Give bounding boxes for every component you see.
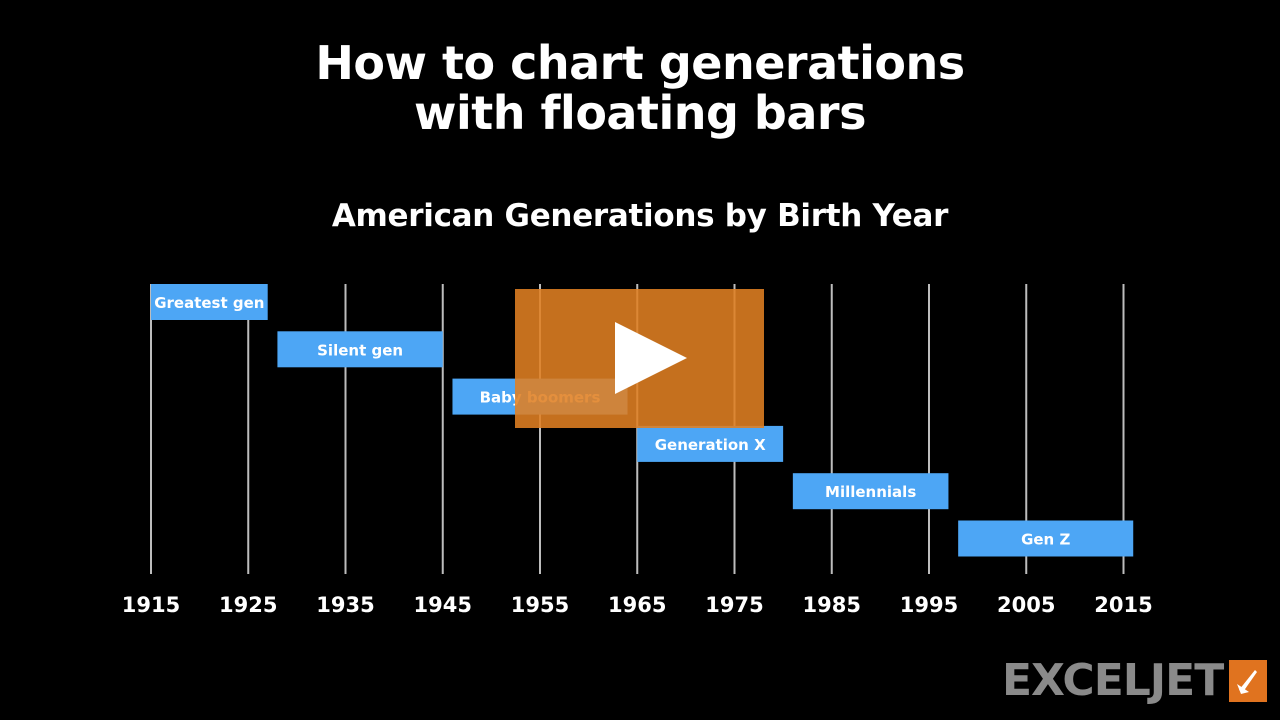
bar-millennials [792, 473, 949, 510]
x-tick-label-1915: 1915 [122, 593, 180, 617]
bar-gen-z [958, 520, 1134, 557]
x-tick-label-1935: 1935 [316, 593, 374, 617]
page-title-line1: How to chart generations [315, 36, 965, 90]
x-tick-label-1955: 1955 [511, 593, 569, 617]
bar-label-millennials: Millennials [825, 483, 916, 501]
exceljet-logo: EXCELJET [1002, 655, 1268, 706]
x-tick-label-1995: 1995 [900, 593, 958, 617]
x-tick-label-1945: 1945 [414, 593, 472, 617]
logo-mark-icon [1229, 660, 1268, 702]
x-tick-label-1975: 1975 [705, 593, 763, 617]
x-tick-label-1985: 1985 [803, 593, 861, 617]
bar-label-generation-x: Generation X [655, 436, 766, 454]
bar-generation-x [637, 425, 784, 462]
video-play-button[interactable] [515, 289, 764, 428]
x-tick-label-1965: 1965 [608, 593, 666, 617]
bar-label-greatest-gen: Greatest gen [154, 294, 264, 312]
bar-greatest-gen [151, 284, 268, 320]
chart-title: American Generations by Birth Year [331, 198, 949, 234]
x-axis-ticks: 1915 1925 1935 1945 1955 1965 1975 1985 1995 2005… [122, 593, 1153, 617]
bar-label-gen-z: Gen Z [1021, 531, 1070, 549]
page-title-line2: with floating bars [414, 86, 866, 140]
x-tick-label-2015: 2015 [1094, 593, 1152, 617]
x-tick-label-1925: 1925 [219, 593, 277, 617]
bar-silent-gen [277, 331, 443, 368]
page-title: How to chart generations with floating b… [0, 38, 1280, 138]
logo-text: EXCELJET [1002, 655, 1224, 706]
play-icon[interactable] [615, 322, 687, 394]
x-tick-label-2005: 2005 [997, 593, 1055, 617]
bar-label-silent-gen: Silent gen [317, 341, 403, 359]
